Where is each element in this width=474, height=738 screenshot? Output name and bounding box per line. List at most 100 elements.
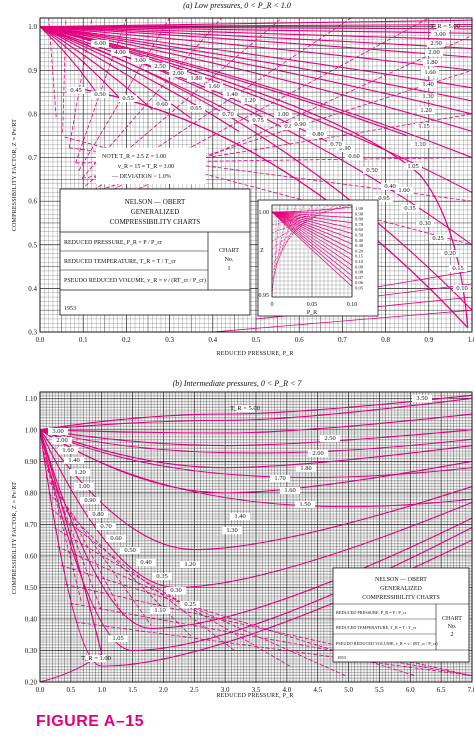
curve-label: 0.30 — [170, 587, 181, 594]
curve-label-bg — [67, 87, 85, 94]
saturation-curve — [39, 429, 103, 654]
curve-label: 1.05 — [407, 163, 418, 170]
info-a-title-2: GENERALIZED — [131, 208, 180, 216]
curve-label: 3.00 — [434, 31, 445, 38]
inset-curve — [271, 211, 353, 277]
x-tick-label: 7.0 — [468, 686, 474, 694]
x-tick-label: 0.9 — [424, 336, 433, 344]
chart-a-note: NOTE T_R = 2.5 Z = 1.00 v_R = 15 ≈ T_R =… — [96, 148, 206, 184]
info-b-chart-2: No. — [448, 624, 457, 630]
isotherm-curve — [39, 26, 473, 30]
curve-label-bg — [136, 559, 156, 566]
volume-line — [62, 17, 67, 133]
curve-label-bg — [153, 101, 171, 108]
volume-line — [68, 17, 93, 148]
chart-b-frame — [39, 391, 473, 683]
y-tick-label: 1.00 — [25, 426, 38, 434]
curve-label-bg — [421, 69, 439, 76]
x-tick-label: 0.8 — [381, 336, 390, 344]
info-b-year: 1953 — [337, 655, 347, 660]
curve-label-bg — [48, 428, 68, 435]
isotherm-curve — [39, 397, 473, 431]
chart-b-dashed-curves — [41, 445, 473, 677]
isotherm-curve — [39, 26, 473, 102]
curve-label-bg — [295, 501, 315, 508]
curve-label-bg — [423, 59, 441, 66]
inset-curve — [271, 211, 353, 256]
isotherm-curve — [39, 429, 473, 454]
curve-label-bg — [91, 91, 109, 98]
curve-label-bg — [80, 497, 100, 504]
info-b-row-1: REDUCED PRESSURE, P_R = P / P_cr — [336, 610, 407, 616]
x-tick-label: 1.0 — [468, 336, 474, 344]
y-tick-label: 0.90 — [25, 458, 38, 466]
volume-line — [45, 476, 152, 626]
inset-dashed — [271, 204, 337, 242]
chart-b-title: (b) Intermediate pressures, 0 < P_R < 7 — [173, 379, 303, 388]
info-a-title-1: NELSON — OBERT — [125, 198, 186, 206]
curve-label: 0.80 — [284, 123, 295, 130]
curve-label-bg — [74, 483, 94, 490]
curve-label-bg — [187, 105, 205, 112]
y-tick-label: 1.0 — [28, 23, 37, 31]
curve-label: 0.75 — [252, 117, 263, 124]
curve-label-bg — [205, 83, 223, 90]
x-tick-label: 0.6 — [295, 336, 304, 344]
chart-a-x-axis-label: REDUCED PRESSURE, P_R — [216, 351, 293, 357]
chart-b-y-axis-label: COMPRESSIBILITY FACTOR, Z = Pv/RT — [12, 482, 18, 594]
inset-curve — [271, 211, 353, 245]
curve-label-bg — [441, 250, 459, 257]
y-tick-label: 0.8 — [28, 110, 37, 118]
curve-label: 1.70 — [274, 475, 285, 482]
y-tick-label: 0.70 — [25, 521, 38, 529]
inset-right-label: 0.08 — [355, 270, 364, 275]
inset-x-tick-2: 0.10 — [347, 302, 358, 308]
y-tick-label: 0.5 — [28, 241, 37, 249]
curve-label-bg — [415, 123, 433, 130]
inset-curve — [271, 211, 353, 229]
x-tick-label: 0.5 — [66, 686, 75, 694]
info-b-title-1: NELSON — OBERT — [375, 577, 427, 583]
isotherm-curve — [39, 26, 473, 89]
isotherm-curve — [39, 429, 473, 447]
curve-label-bg — [280, 487, 300, 494]
curve-label: 2.00 — [428, 49, 439, 56]
curve-label-bg — [108, 635, 128, 642]
inset-dashed — [271, 204, 313, 266]
x-tick-label: 2.5 — [190, 686, 199, 694]
curve-label-bg — [270, 475, 290, 482]
chart-a-inset: 0 0.05 0.10 0.95 1.00 P_R Z 1.000.900.80… — [257, 199, 379, 317]
curve-label: 0.40 — [140, 559, 151, 566]
curve-label-bg — [120, 547, 140, 554]
curve-label: 0.70 — [222, 111, 233, 118]
curve-label-bg — [363, 167, 381, 174]
curve-label: 2.50 — [324, 435, 335, 442]
curve-label-bg — [241, 97, 259, 104]
curve-label: T_R = 1.00 — [81, 655, 111, 662]
curve-label: 1.20 — [244, 97, 255, 104]
curve-label-bg — [151, 63, 169, 70]
curve-label: 0.50 — [366, 167, 377, 174]
curve-label-bg — [180, 561, 200, 568]
info-a-row-2: REDUCED TEMPERATURE, T_R = T / T_cr — [64, 259, 176, 265]
curve-label-bg — [281, 123, 299, 130]
isotherm-curve — [39, 429, 473, 469]
x-tick-label: 5.5 — [375, 686, 384, 694]
inset-x-tick-0: 0 — [271, 302, 274, 308]
y-tick-label: 0.50 — [25, 584, 38, 592]
curve-label-bg — [291, 121, 309, 128]
isotherm-curve — [39, 26, 473, 41]
isotherm-curve — [39, 429, 473, 508]
curve-label: 1.80 — [426, 59, 437, 66]
inset-right-label: 0.40 — [355, 238, 364, 243]
info-a-title-3: COMPRESSIBILITY CHARTS — [110, 218, 201, 226]
inset-y-tick-0: 0.95 — [259, 293, 270, 299]
y-tick-label: 0.20 — [25, 679, 38, 687]
x-tick-label: 3.5 — [252, 686, 261, 694]
curve-label: 1.00 — [78, 483, 89, 490]
curve-label: 0.60 — [348, 153, 359, 160]
curve-label: 1.15 — [418, 123, 429, 130]
isotherm-curve — [39, 429, 473, 551]
curve-label-bg — [64, 457, 84, 464]
inset-dashed — [271, 204, 289, 290]
